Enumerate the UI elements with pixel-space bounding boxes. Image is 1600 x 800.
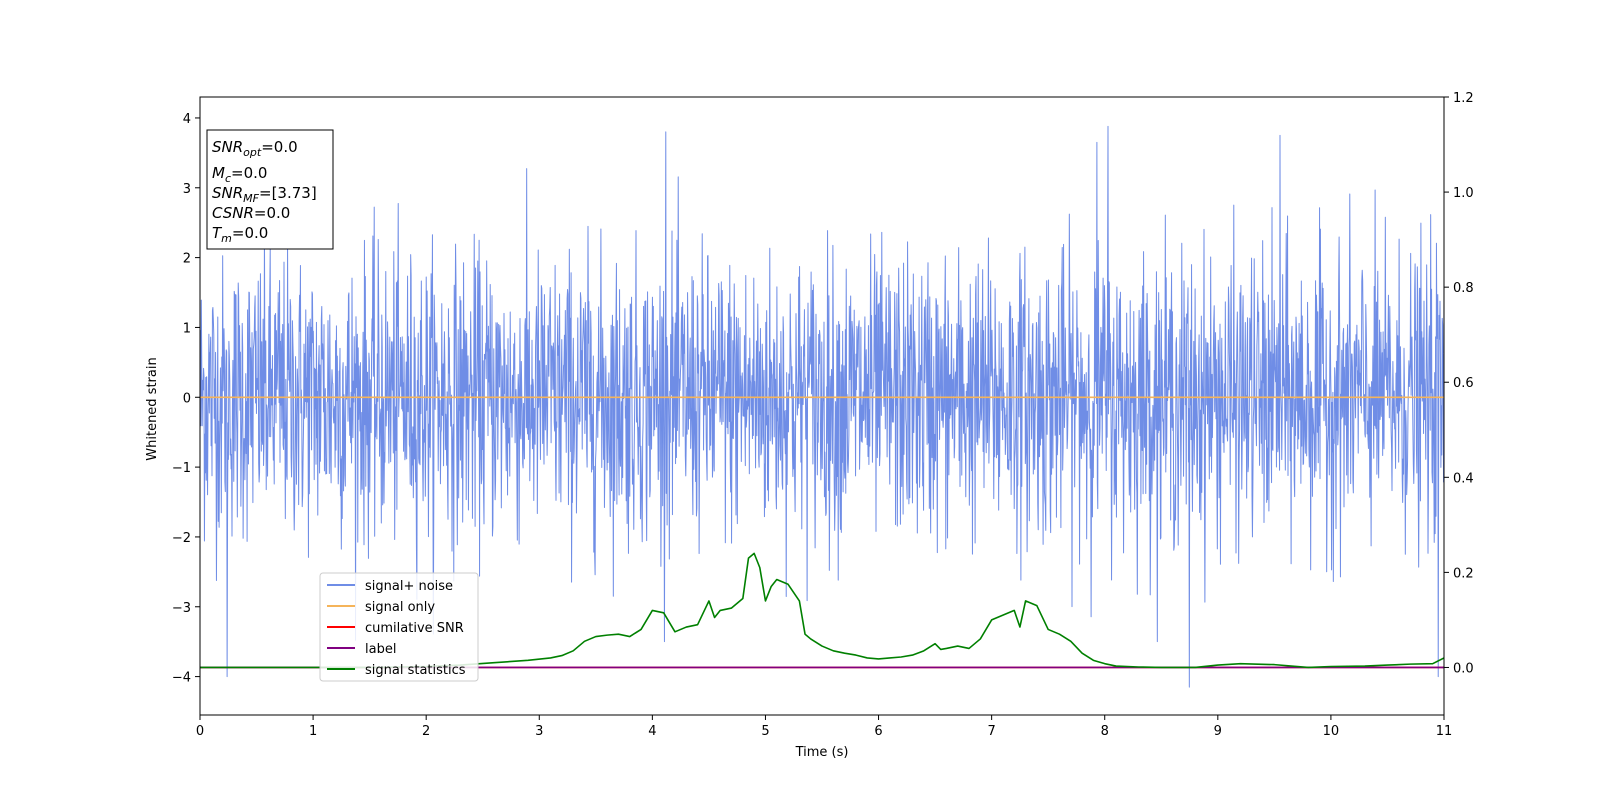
annotation-line: SNRMF=[3.73] [212,184,317,205]
legend: signal+ noise signal only cumilative SNR la… [319,572,479,682]
x-tick-label: 2 [422,724,430,739]
plot-frame [199,96,1445,716]
annotation-line: CSNR=0.0 [212,204,290,222]
y-left-tick-label: −1 [172,461,191,476]
x-tick-label: 8 [1101,724,1109,739]
annotation-line: SNRopt=0.0 [212,138,298,159]
x-axis-label: Time (s) [795,745,849,760]
legend-frame [319,572,479,682]
series-line-signal-noise [200,125,1444,688]
y-right-tick-label: 1.2 [1453,91,1474,106]
annotation-line: Tm=0.0 [212,224,268,245]
y-right-tick-label: 0.6 [1453,376,1474,391]
x-tick-label: 4 [648,724,656,739]
annotation-line: Mc=0.0 [212,164,267,185]
x-tick-label: 7 [987,724,995,739]
y-axis-label: Whitened strain [145,357,160,460]
y-left-tick-label: −4 [172,671,191,686]
y-right-tick-label: 0.4 [1453,471,1474,486]
legend-label-signal-statistics: signal statistics [365,663,466,678]
y-right-tick-label: 0.2 [1453,566,1474,581]
y-left-tick-label: 2 [183,252,191,267]
axes: 0 1 2 3 4 5 6 7 8 9 10 1143210−1−2−3−41.21.00.80.60… [172,91,1474,739]
x-tick-label: 1 [309,724,317,739]
y-left-tick-label: −3 [172,601,191,616]
x-tick-label: 5 [761,724,769,739]
x-tick-label: 10 [1323,724,1340,739]
legend-label-signal-only: signal only [365,600,435,615]
legend-label-label: label [365,642,396,657]
series-line-signal-statistics [200,552,1444,669]
legend-label-cumilative-snr: cumilative SNR [365,621,464,636]
y-right-tick-label: 1.0 [1453,186,1474,201]
x-tick-label: 6 [874,724,882,739]
y-right-tick-label: 0.0 [1453,661,1474,676]
y-right-tick-label: 0.8 [1453,281,1474,296]
x-tick-label: 9 [1214,724,1222,739]
y-left-tick-label: 4 [183,112,191,127]
x-tick-label: 11 [1436,724,1453,739]
y-left-tick-label: −2 [172,531,191,546]
legend-label-signal-noise: signal+ noise [365,579,453,594]
x-tick-label: 3 [535,724,543,739]
y-left-tick-label: 1 [183,321,191,336]
y-left-tick-label: 3 [183,182,191,197]
x-tick-label: 0 [196,724,204,739]
y-left-tick-label: 0 [183,391,191,406]
annotation-frame [206,129,334,250]
